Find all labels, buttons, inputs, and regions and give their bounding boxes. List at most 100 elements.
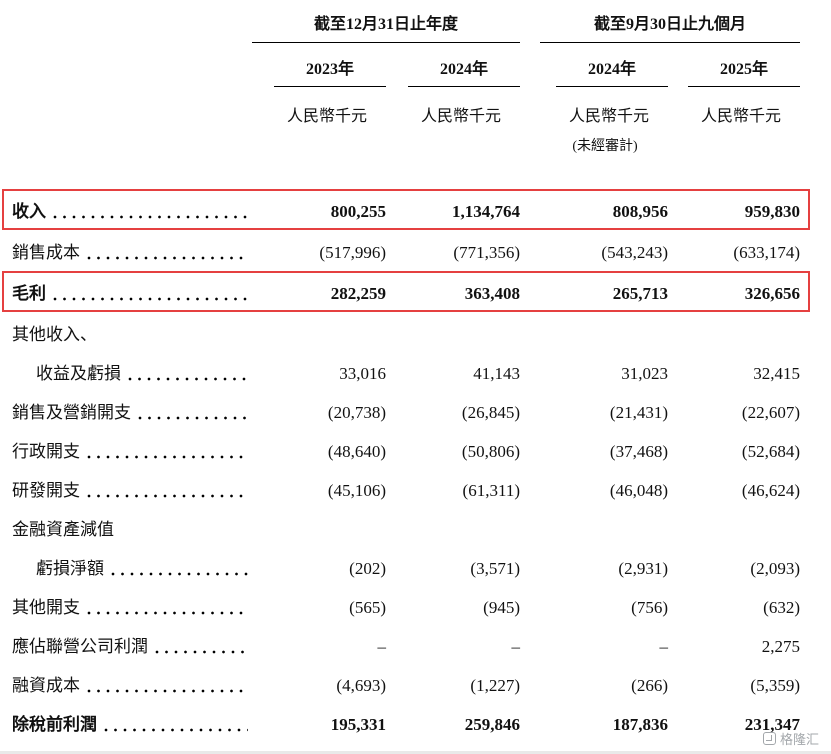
cell-value: 363,408 [464, 284, 520, 303]
cell-value: 1,134,764 [452, 202, 520, 221]
table-header-notes: (未經審計) [12, 135, 800, 155]
row-label: 金融資產減值 [12, 515, 252, 540]
row-label: 收益及虧損 [12, 359, 252, 384]
row-label-text: 金融資產減值 [12, 520, 114, 539]
unit-label: 人民幣千元 [568, 108, 649, 125]
unit-label: 人民幣千元 [286, 108, 367, 125]
cell-value: (1,227) [470, 676, 520, 695]
row-label-text: 收入 [12, 202, 46, 221]
cell-value: (2,093) [750, 559, 800, 578]
row-label: 銷售成本 [12, 238, 252, 263]
cell-value: – [659, 637, 669, 656]
cell-value: 282,259 [330, 284, 386, 303]
row-label-text: 應佔聯營公司利潤 [12, 637, 148, 656]
row-label-text: 行政開支 [12, 442, 80, 461]
dot-leader [111, 572, 248, 576]
year-header-2023: 2023年 [274, 55, 386, 87]
cell-value: (46,048) [609, 481, 668, 500]
cell-value: (3,571) [470, 559, 520, 578]
row-label: 融資成本 [12, 671, 252, 696]
cell-value: (22,607) [741, 403, 800, 422]
column-group-nine-months-title: 截至9月30日止九個月 [593, 16, 746, 33]
row-label: 虧損淨額 [12, 554, 252, 579]
dot-leader [87, 689, 248, 693]
cell-value: (632) [763, 598, 800, 617]
cell-value: (20,738) [327, 403, 386, 422]
cell-value: – [511, 637, 521, 656]
table-header-units: 人民幣千元 人民幣千元 人民幣千元 人民幣千元 [12, 102, 800, 126]
cell-value: (61,311) [462, 481, 520, 500]
dot-leader [53, 297, 248, 301]
cell-value: (50,806) [461, 442, 520, 461]
cell-value: (756) [631, 598, 668, 617]
gelonghui-logo-icon [762, 732, 776, 745]
cell-value: 41,143 [473, 364, 520, 383]
cell-value: 959,830 [744, 202, 800, 221]
dot-leader [87, 611, 248, 615]
column-group-annual-title: 截至12月31日止年度 [313, 16, 458, 33]
dot-leader [87, 494, 248, 498]
cell-value: (37,468) [609, 442, 668, 461]
table-row: 收入 800,255 1,134,764 808,956 959,830 [2, 189, 810, 230]
table-row: 銷售成本 (517,996) (771,356) (543,243) (633,174) [12, 231, 800, 270]
cell-value: (565) [349, 598, 386, 617]
cell-value: 265,713 [612, 284, 668, 303]
column-group-annual: 截至12月31日止年度 [252, 10, 520, 43]
cell-value: (21,431) [609, 403, 668, 422]
row-label: 毛利 [12, 279, 252, 304]
year-header-2024-nine-months: 2024年 [556, 55, 668, 87]
table-row: 應佔聯營公司利潤 – – – 2,275 [12, 625, 800, 664]
table-row: 金融資產減值 [12, 508, 800, 547]
row-label-text: 收益及虧損 [36, 364, 121, 383]
table-row: 行政開支 (48,640) (50,806) (37,468) (52,684) [12, 430, 800, 469]
dot-leader [104, 728, 248, 732]
cell-value: (517,996) [319, 243, 386, 262]
cell-value: (46,624) [741, 481, 800, 500]
cell-value: (771,356) [453, 243, 520, 262]
row-label-text: 融資成本 [12, 676, 80, 695]
watermark-text: 格隆汇 [779, 732, 819, 747]
row-label: 應佔聯營公司利潤 [12, 632, 252, 657]
cell-value: 187,836 [612, 715, 668, 734]
dot-leader [53, 215, 248, 219]
year-header-2025: 2025年 [688, 55, 800, 87]
cell-value: 231,347 [744, 715, 800, 734]
cell-value: (5,359) [750, 676, 800, 695]
row-label: 除稅前利潤 [12, 710, 252, 735]
bottom-divider [0, 751, 831, 754]
table-row: 其他收入、 [12, 313, 800, 352]
table-row: 銷售及營銷開支 (20,738) (26,845) (21,431) (22,607) [12, 391, 800, 430]
cell-value: 326,656 [744, 284, 800, 303]
cell-value: 2,275 [761, 637, 800, 656]
cell-value: (266) [631, 676, 668, 695]
table-row: 收益及虧損 33,016 41,143 31,023 32,415 [12, 352, 800, 391]
dot-leader [138, 416, 248, 420]
row-label-text: 銷售及營銷開支 [12, 403, 131, 422]
cell-value: (543,243) [601, 243, 668, 262]
unit-label: 人民幣千元 [700, 108, 781, 125]
column-group-nine-months: 截至9月30日止九個月 [540, 10, 800, 43]
dot-leader [155, 650, 248, 654]
row-label-text: 虧損淨額 [36, 559, 104, 578]
table-row: 研發開支 (45,106) (61,311) (46,048) (46,624) [12, 469, 800, 508]
row-label-text: 其他收入、 [12, 325, 97, 344]
cell-value: (633,174) [733, 243, 800, 262]
dot-leader [87, 455, 248, 459]
row-label: 其他開支 [12, 593, 252, 618]
table-header-groups: 截至12月31日止年度 截至9月30日止九個月 [12, 10, 800, 43]
cell-value: (2,931) [618, 559, 668, 578]
cell-value: 31,023 [621, 364, 668, 383]
row-label: 行政開支 [12, 437, 252, 462]
cell-value: (52,684) [741, 442, 800, 461]
cell-value: 32,415 [753, 364, 800, 383]
cell-value: 259,846 [464, 715, 520, 734]
unaudited-note: (未經審計) [572, 139, 638, 154]
row-label-text: 除稅前利潤 [12, 715, 97, 734]
cell-value: (4,693) [336, 676, 386, 695]
dot-leader [128, 377, 248, 381]
cell-value: (26,845) [461, 403, 520, 422]
table-row: 除稅前利潤 195,331 259,846 187,836 231,347 [12, 703, 800, 742]
cell-value: (48,640) [327, 442, 386, 461]
cell-value: (202) [349, 559, 386, 578]
